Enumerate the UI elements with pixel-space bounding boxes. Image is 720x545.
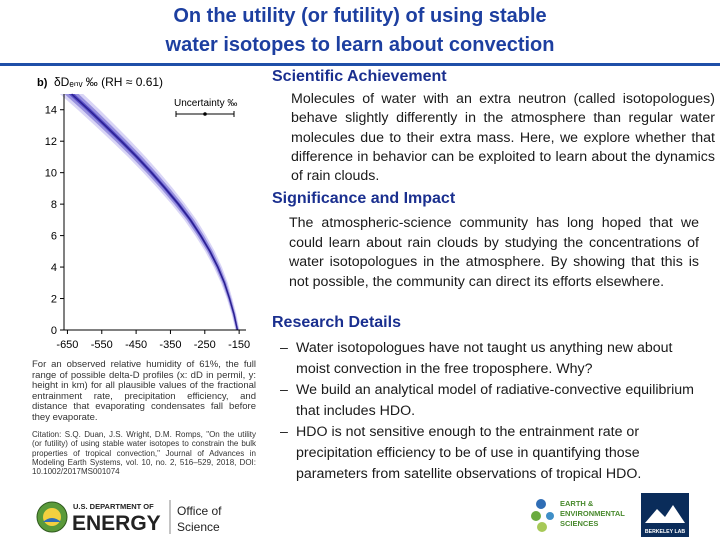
ees-dot-icon [537,522,547,532]
ees-line3: SCIENCES [560,519,598,528]
chart-header: δDₑₙᵥ ‰ (RH ≈ 0.61) [54,75,163,89]
title-divider [0,63,720,66]
doe-small-text: U.S. DEPARTMENT OF [73,502,154,511]
details-bullet: – HDO is not sensitive enough to the ent… [280,422,710,485]
slide-title-line1: On the utility (or futility) of using st… [173,5,547,27]
bullet-marker: – [280,382,288,398]
y-tick-label: 14 [45,105,57,117]
details-bullet: – We build an analytical model of radiat… [280,380,710,422]
details-bullet-list: – Water isotopologues have not taught us… [280,338,710,485]
y-tick-label: 0 [51,325,57,337]
berkeley-lab-mountain-icon [645,505,685,523]
ees-line1: EARTH & [560,499,594,508]
delta-d-figure: b) δDₑₙᵥ ‰ (RH ≈ 0.61) 0 2 4 6 8 10 12 14 -650 -5… [28,66,268,356]
ees-line2: ENVIRONMENTAL [560,509,625,518]
y-tick-label: 8 [51,199,57,211]
bullet-text: HDO is not sensitive enough to the entra… [296,424,642,482]
x-tick-label: -250 [194,339,216,351]
doe-office-of-science-logo: U.S. DEPARTMENT OF ENERGY Office of Scie… [36,494,232,540]
x-tick-label: -450 [125,339,147,351]
x-tick-label: -350 [159,339,181,351]
impact-text: The atmospheric-science community has lo… [289,215,699,290]
slide-title-line2: water isotopes to learn about convection [165,34,555,56]
x-tick-label: -550 [91,339,113,351]
uncertainty-band-inner [68,94,238,330]
details-heading: Research Details [272,314,401,331]
y-tick-label: 12 [45,136,57,148]
y-tick-label: 4 [51,262,57,274]
berkeley-lab-text: BERKELEY LAB [645,529,686,535]
y-tick-label: 2 [51,294,57,306]
bullet-marker: – [280,424,288,440]
y-tick-label: 10 [45,168,57,180]
delta-d-chart: b) δDₑₙᵥ ‰ (RH ≈ 0.61) 0 2 4 6 8 10 12 14 -650 -5… [37,75,250,351]
figure-citation: Citation: S.Q. Duan, J.S. Wright, D.M. R… [32,430,256,477]
doe-seal-wave [43,518,61,522]
y-tick-label: 6 [51,231,57,243]
x-tick-label: -150 [228,339,250,351]
uncertainty-legend-label: Uncertainty ‰ [174,98,237,109]
figure-caption: For an observed relative humidity of 61%… [32,359,256,423]
bullet-marker: – [280,340,288,356]
earth-environmental-sciences-logo: EARTH & ENVIRONMENTAL SCIENCES [528,492,638,538]
ees-dot-icon [536,499,546,509]
uncertainty-band-outer [59,94,240,330]
achievement-text: Molecules of water with an extra neutron… [291,91,715,185]
uncertainty-band-middle [64,94,239,330]
median-profile-line [71,93,239,331]
panel-label: b) [37,77,48,89]
ees-dot-icon [531,511,541,521]
bullet-text: We build an analytical model of radiativ… [296,382,694,419]
doe-energy-text: ENERGY [72,512,161,535]
x-tick-label: -650 [56,339,78,351]
office-of-text: Office of [177,504,222,518]
ees-dot-icon [546,512,554,520]
bullet-text: Water isotopologues have not taught us a… [296,340,673,377]
details-bullet: – Water isotopologues have not taught us… [280,338,710,380]
slide-title: On the utility (or futility) of using st… [0,2,720,60]
achievement-heading: Scientific Achievement [272,68,447,85]
impact-heading: Significance and Impact [272,190,456,207]
doe-seal-sun [43,508,61,526]
science-text: Science [177,520,220,534]
berkeley-lab-logo: BERKELEY LAB [641,493,689,537]
uncertainty-bar-center [203,112,207,116]
